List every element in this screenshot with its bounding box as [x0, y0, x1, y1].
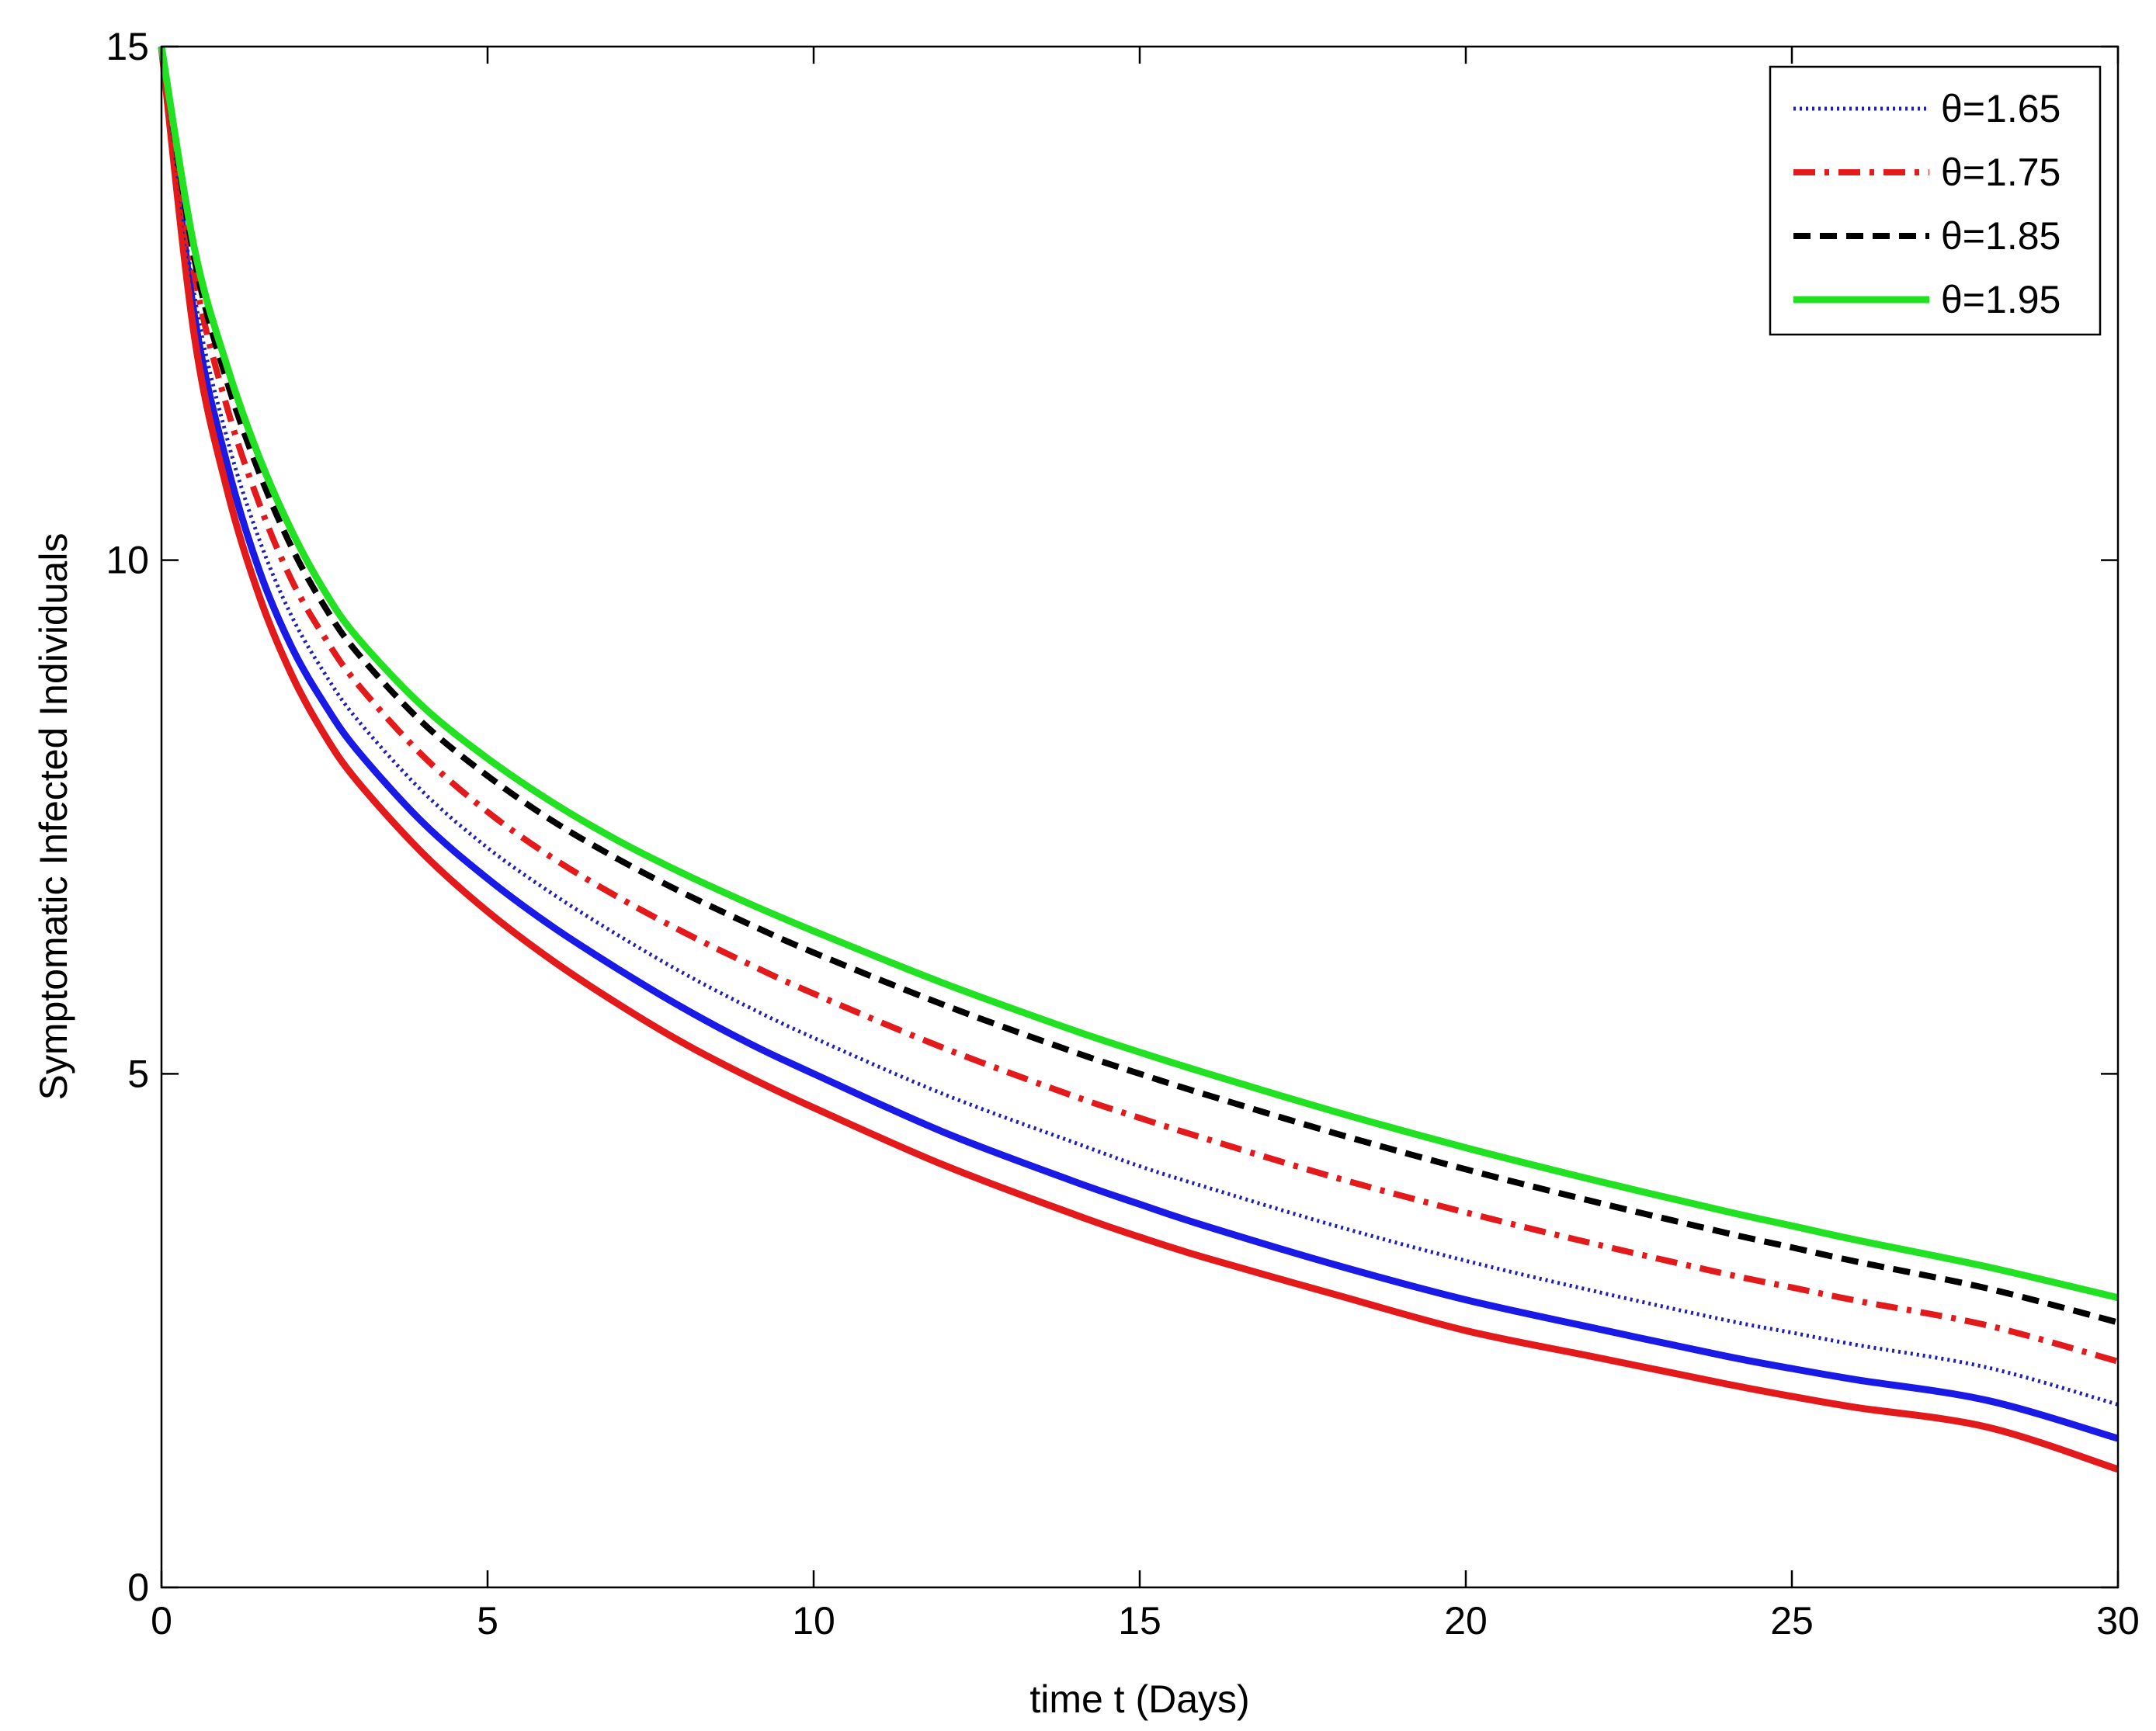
- x-tick-label: 10: [792, 1599, 835, 1643]
- series-layer: [158, 46, 2120, 1473]
- y-tick-label: 0: [127, 1566, 149, 1609]
- legend-box: [1769, 65, 2102, 336]
- series-line-5: [158, 46, 2120, 1442]
- y-tick-label: 5: [127, 1052, 149, 1095]
- series-line-6: [158, 46, 2120, 1473]
- x-tick-label: 20: [1444, 1599, 1488, 1643]
- x-tick-label: 0: [151, 1599, 172, 1643]
- x-tick-label: 5: [477, 1599, 498, 1643]
- y-tick-label: 15: [106, 25, 149, 68]
- legend-label-1: θ=1.65: [1941, 87, 2061, 130]
- legend-label-4: θ=1.95: [1941, 278, 2061, 321]
- legend-label-2: θ=1.75: [1941, 151, 2061, 194]
- x-tick-label: 25: [1770, 1599, 1814, 1643]
- x-axis-label: time t (Days): [1029, 1677, 1249, 1721]
- legend: θ=1.65 θ=1.75 θ=1.85 θ=1.95: [1769, 65, 2102, 336]
- series-line-2: [158, 46, 2120, 1365]
- series-line-1: [159, 46, 2119, 1407]
- x-tick-label: 30: [2096, 1599, 2140, 1643]
- y-tick-label: 10: [106, 539, 149, 582]
- tick-layer: 0 5 10 15 20 25 30 0 5 10 15: [106, 25, 2139, 1643]
- series-line-4: [158, 46, 2120, 1302]
- x-tick-label: 15: [1118, 1599, 1161, 1643]
- y-axis-label: Symptomatic Infected Individuals: [32, 533, 75, 1101]
- series-line-3: [158, 46, 2120, 1326]
- legend-label-3: θ=1.85: [1941, 214, 2061, 258]
